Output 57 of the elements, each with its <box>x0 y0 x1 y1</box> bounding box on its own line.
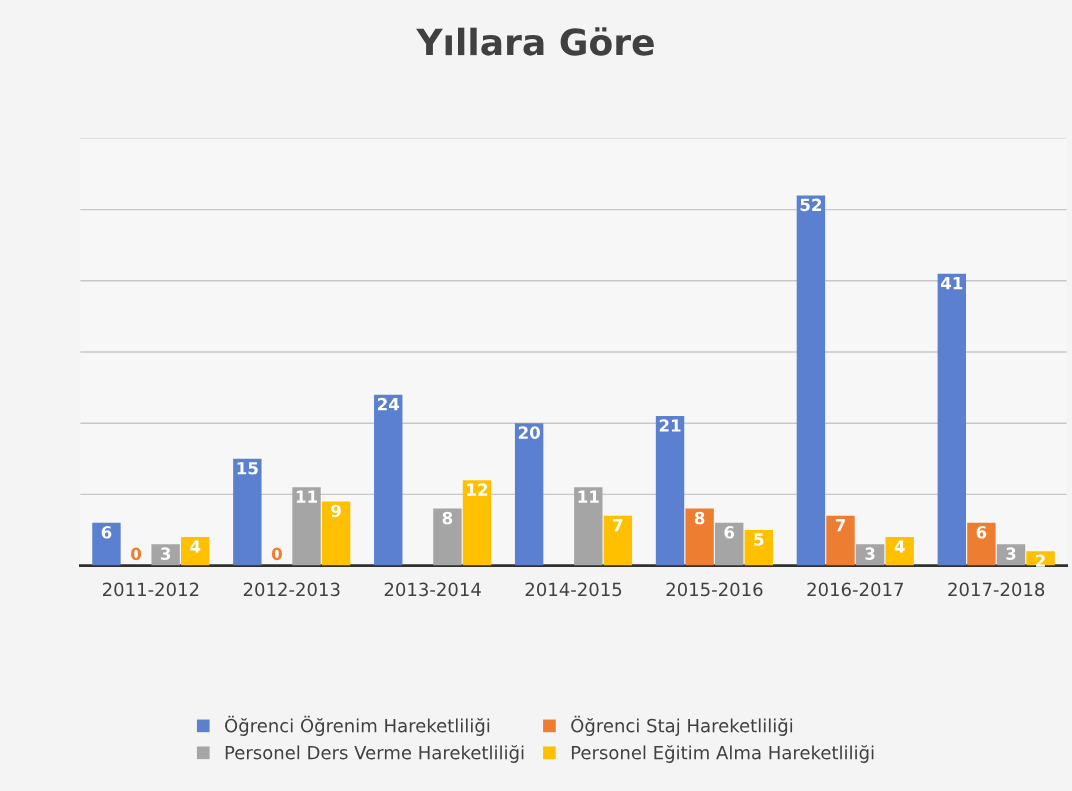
data-label: 4 <box>894 540 905 553</box>
data-label: 3 <box>1006 547 1016 560</box>
data-label: 6 <box>976 526 987 539</box>
bar <box>685 508 714 566</box>
data-label: 4 <box>190 540 201 553</box>
bar <box>574 487 603 566</box>
bar <box>462 480 492 566</box>
x-tick-label: 2016-2017 <box>807 582 903 597</box>
data-label: 20 <box>518 426 540 439</box>
data-label: 9 <box>331 504 341 518</box>
data-label: 11 <box>578 490 599 503</box>
x-tick-label: 2017-2018 <box>948 582 1045 597</box>
bar <box>826 515 855 566</box>
data-label: 6 <box>724 526 735 539</box>
bar <box>655 416 685 566</box>
data-label: 3 <box>865 547 875 560</box>
bar <box>292 487 321 566</box>
bar <box>433 508 462 566</box>
data-label: 7 <box>835 519 845 532</box>
legend-label: Personel Eğitim Alma Hareketliliği <box>571 744 874 763</box>
data-label: 6 <box>101 526 112 539</box>
x-tick-label: 2013-2014 <box>384 582 481 597</box>
data-label: 8 <box>442 511 453 525</box>
bar <box>92 522 121 566</box>
data-label: 3 <box>160 547 171 560</box>
data-label: 41 <box>940 277 963 290</box>
bar <box>937 273 967 566</box>
data-label: 8 <box>694 511 705 525</box>
legend-label: Öğrenci Öğrenim Hareketliliği <box>225 715 490 736</box>
data-label: 7 <box>613 519 623 532</box>
data-label: 0 <box>271 547 282 561</box>
chart-title: Yıllara Göre <box>416 27 654 56</box>
data-label: 5 <box>754 533 764 546</box>
bar <box>796 195 826 566</box>
data-label: 52 <box>800 198 822 212</box>
data-label: 11 <box>296 490 317 503</box>
data-label: 2 <box>1036 554 1045 567</box>
bar <box>374 394 403 566</box>
data-label: 0 <box>131 547 142 561</box>
legend-label: Öğrenci Staj Hareketliliği <box>571 715 793 736</box>
bar <box>514 423 544 566</box>
bar <box>603 515 633 566</box>
bar <box>715 522 744 566</box>
data-label: 24 <box>377 397 400 411</box>
x-tick-label: 2014-2015 <box>525 582 622 597</box>
bar <box>744 529 773 566</box>
bar <box>233 458 262 566</box>
data-label: 21 <box>659 419 681 432</box>
bar <box>321 501 351 566</box>
data-label: 12 <box>467 483 488 496</box>
data-label: 15 <box>237 462 258 475</box>
x-tick-label: 2011-2012 <box>102 582 199 597</box>
x-tick-label: 2015-2016 <box>666 582 763 597</box>
bar <box>967 522 996 566</box>
bar <box>885 537 914 566</box>
x-tick-label: 2012-2013 <box>243 582 340 597</box>
legend-label: Personel Ders Verme Hareketliliği <box>225 744 524 763</box>
